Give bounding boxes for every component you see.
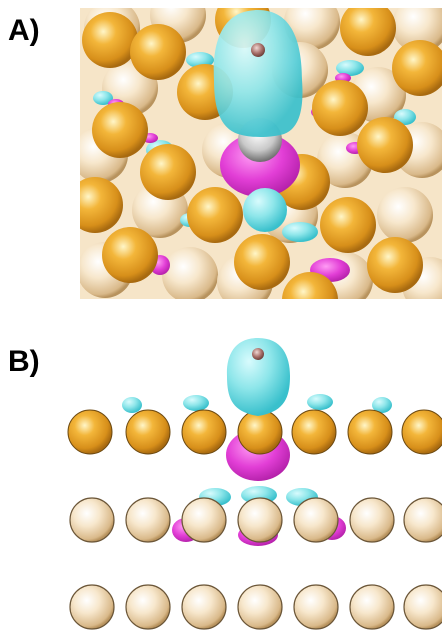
gold-atom	[392, 40, 442, 96]
pale-atom	[293, 497, 339, 543]
gold-atom	[102, 227, 158, 283]
adsorbate-atom	[251, 43, 265, 57]
cyan-lobe	[282, 222, 318, 242]
gold-atom	[340, 8, 396, 56]
cyan-lobe	[307, 394, 333, 410]
gold-atom	[234, 234, 290, 290]
cyan-isosurface-cap	[213, 10, 303, 137]
gold-atom	[320, 197, 376, 253]
pale-atom	[403, 497, 442, 543]
panel-a-label: A)	[8, 14, 40, 47]
gold-atom	[291, 409, 337, 455]
pale-atom	[349, 497, 395, 543]
cyan-lobe	[122, 397, 142, 413]
gold-atom	[312, 80, 368, 136]
gold-atom	[357, 117, 413, 173]
gold-atom	[140, 144, 196, 200]
pale-atom	[349, 584, 395, 630]
gold-atom	[401, 409, 442, 455]
adsorbate-atom	[252, 348, 264, 360]
panel-b-label: B)	[8, 345, 40, 378]
gold-atom	[67, 409, 113, 455]
gold-atom	[367, 237, 423, 293]
gold-atom	[347, 409, 393, 455]
panel-b-pale-row-1	[69, 497, 442, 543]
cyan-lobe	[372, 397, 392, 413]
cyan-lobe	[394, 109, 416, 125]
gold-atom	[237, 409, 283, 455]
cyan-lobe	[186, 52, 214, 68]
pale-atom	[162, 247, 218, 299]
panel-a-top-view	[80, 8, 442, 299]
panel-b-pale-row-2	[69, 584, 442, 630]
cyan-lobe	[336, 60, 364, 76]
panel-b-gold-row	[67, 409, 442, 455]
gold-atom	[80, 177, 123, 233]
gold-atom	[282, 272, 338, 299]
pale-atom	[125, 497, 171, 543]
panel-a-adsorbate-complex	[213, 10, 303, 232]
cyan-lobe	[93, 91, 113, 105]
panel-b-side-view	[67, 338, 442, 630]
pale-atom	[69, 497, 115, 543]
pale-atom	[181, 584, 227, 630]
pale-atom	[284, 8, 340, 50]
pale-atom	[237, 497, 283, 543]
gold-atom	[187, 187, 243, 243]
gold-atom	[181, 409, 227, 455]
pale-atom	[69, 584, 115, 630]
gold-atom	[130, 24, 186, 80]
pale-atom	[237, 584, 283, 630]
gold-atom	[82, 12, 138, 68]
gold-atom	[125, 409, 171, 455]
pale-atom	[125, 584, 171, 630]
cyan-isosurface-cap	[226, 338, 290, 416]
panel-a-gold-atoms	[80, 8, 442, 299]
pale-atom	[181, 497, 227, 543]
pale-atom	[403, 584, 442, 630]
cyan-lobe	[183, 395, 209, 411]
pale-atom	[377, 187, 433, 243]
gold-atom	[92, 102, 148, 158]
cyan-isosurface-lobe	[243, 188, 287, 232]
pale-atom	[293, 584, 339, 630]
